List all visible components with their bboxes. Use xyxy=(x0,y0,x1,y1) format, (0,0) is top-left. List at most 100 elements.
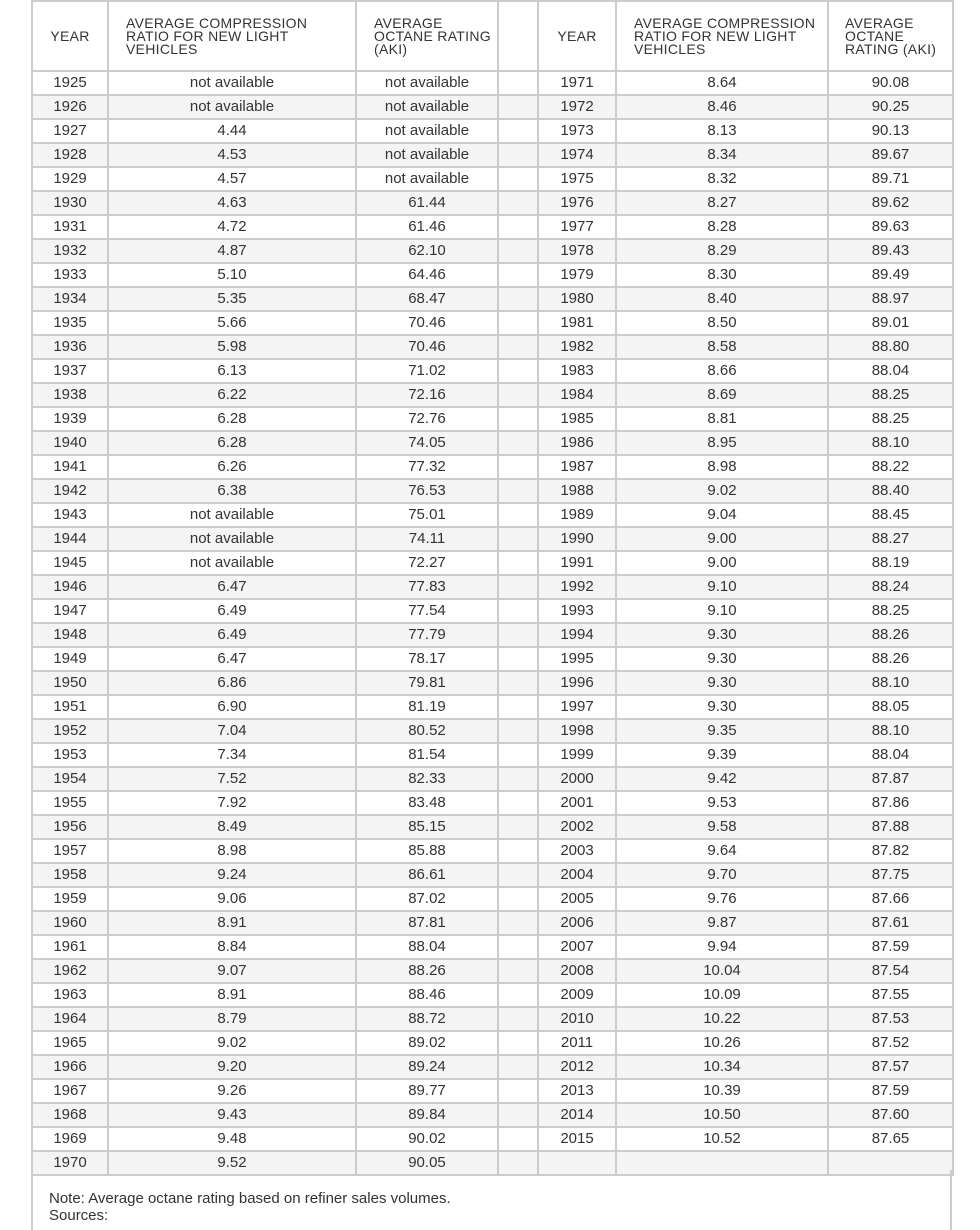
cell-octane-rating-2: 87.61 xyxy=(827,910,954,936)
cell-spacer xyxy=(497,670,539,696)
cell-spacer xyxy=(497,1054,539,1080)
table-row: 1950 6.86 79.81 1996 9.30 88.10 xyxy=(31,670,954,696)
cell-octane-rating: 81.19 xyxy=(355,694,499,720)
cell-octane-rating-2: 88.80 xyxy=(827,334,954,360)
table-row: 1956 8.49 85.15 2002 9.58 87.88 xyxy=(31,814,954,840)
cell-octane-rating: 75.01 xyxy=(355,502,499,528)
table-row: 1931 4.72 61.46 1977 8.28 89.63 xyxy=(31,214,954,240)
cell-octane-rating: 71.02 xyxy=(355,358,499,384)
cell-compression-ratio-2: 9.35 xyxy=(615,718,829,744)
cell-compression-ratio-2: 9.00 xyxy=(615,526,829,552)
cell-octane-rating-2: 88.25 xyxy=(827,598,954,624)
cell-compression-ratio: not available xyxy=(107,70,357,96)
cell-octane-rating-2: 88.27 xyxy=(827,526,954,552)
cell-octane-rating: 72.27 xyxy=(355,550,499,576)
cell-octane-rating: 83.48 xyxy=(355,790,499,816)
cell-compression-ratio-2: 8.50 xyxy=(615,310,829,336)
table-row: 1943 not available 75.01 1989 9.04 88.45 xyxy=(31,502,954,528)
header-spacer xyxy=(497,0,539,72)
cell-octane-rating-2: 90.25 xyxy=(827,94,954,120)
cell-year: 1956 xyxy=(31,814,109,840)
table-row: 1946 6.47 77.83 1992 9.10 88.24 xyxy=(31,574,954,600)
cell-octane-rating-2: 87.75 xyxy=(827,862,954,888)
note-text: Note: Average octane rating based on ref… xyxy=(49,1190,451,1207)
cell-octane-rating: 86.61 xyxy=(355,862,499,888)
cell-octane-rating: 77.32 xyxy=(355,454,499,480)
cell-octane-rating-2: 88.26 xyxy=(827,622,954,648)
cell-compression-ratio: 6.26 xyxy=(107,454,357,480)
cell-year: 1934 xyxy=(31,286,109,312)
table-row: 1951 6.90 81.19 1997 9.30 88.05 xyxy=(31,694,954,720)
cell-compression-ratio-2: 8.81 xyxy=(615,406,829,432)
cell-spacer xyxy=(497,478,539,504)
cell-octane-rating: 87.81 xyxy=(355,910,499,936)
cell-compression-ratio-2: 9.04 xyxy=(615,502,829,528)
table-row: 1926 not available not available 1972 8.46 90… xyxy=(31,94,954,120)
cell-compression-ratio-2: 9.00 xyxy=(615,550,829,576)
cell-octane-rating-2: 87.59 xyxy=(827,934,954,960)
cell-octane-rating-2: 88.04 xyxy=(827,358,954,384)
cell-year: 1968 xyxy=(31,1102,109,1128)
cell-compression-ratio: 6.90 xyxy=(107,694,357,720)
cell-octane-rating: not available xyxy=(355,94,499,120)
cell-compression-ratio: 4.57 xyxy=(107,166,357,192)
cell-octane-rating-2: 87.88 xyxy=(827,814,954,840)
cell-compression-ratio: 4.53 xyxy=(107,142,357,168)
cell-compression-ratio: 6.28 xyxy=(107,406,357,432)
table-row: 1925 not available not available 1971 8.64 90… xyxy=(31,70,954,96)
cell-compression-ratio-2: 9.42 xyxy=(615,766,829,792)
table-footer: Note: Average octane rating based on ref… xyxy=(31,1170,952,1230)
cell-year: 1937 xyxy=(31,358,109,384)
cell-compression-ratio: 7.92 xyxy=(107,790,357,816)
cell-octane-rating: 87.02 xyxy=(355,886,499,912)
cell-spacer xyxy=(497,814,539,840)
table-row: 1947 6.49 77.54 1993 9.10 88.25 xyxy=(31,598,954,624)
cell-spacer xyxy=(497,430,539,456)
table-row: 1932 4.87 62.10 1978 8.29 89.43 xyxy=(31,238,954,264)
table-row: 1927 4.44 not available 1973 8.13 90.13 xyxy=(31,118,954,144)
table-row: 1968 9.43 89.84 2014 10.50 87.60 xyxy=(31,1102,954,1128)
cell-compression-ratio: not available xyxy=(107,502,357,528)
cell-compression-ratio: 8.84 xyxy=(107,934,357,960)
cell-compression-ratio: 7.52 xyxy=(107,766,357,792)
cell-spacer xyxy=(497,1102,539,1128)
cell-year-2: 1984 xyxy=(537,382,617,408)
cell-year: 1939 xyxy=(31,406,109,432)
cell-spacer xyxy=(497,1150,539,1176)
cell-compression-ratio-2: 10.50 xyxy=(615,1102,829,1128)
cell-compression-ratio: 4.72 xyxy=(107,214,357,240)
cell-year: 1945 xyxy=(31,550,109,576)
cell-compression-ratio-2: 10.52 xyxy=(615,1126,829,1152)
cell-spacer xyxy=(497,382,539,408)
cell-year: 1954 xyxy=(31,766,109,792)
cell-spacer xyxy=(497,406,539,432)
cell-spacer xyxy=(497,622,539,648)
header-year: YEAR xyxy=(31,0,109,72)
cell-spacer xyxy=(497,934,539,960)
cell-spacer xyxy=(497,598,539,624)
cell-year: 1935 xyxy=(31,310,109,336)
table-row: 1955 7.92 83.48 2001 9.53 87.86 xyxy=(31,790,954,816)
table-body: 1925 not available not available 1971 8.64 90… xyxy=(31,70,954,1176)
cell-octane-rating-2: 88.97 xyxy=(827,286,954,312)
cell-year-2: 1999 xyxy=(537,742,617,768)
cell-compression-ratio: not available xyxy=(107,526,357,552)
cell-octane-rating-2: 87.65 xyxy=(827,1126,954,1152)
header-year-2: YEAR xyxy=(537,0,617,72)
cell-year: 1969 xyxy=(31,1126,109,1152)
cell-octane-rating: 61.46 xyxy=(355,214,499,240)
cell-year: 1947 xyxy=(31,598,109,624)
cell-year-2: 1992 xyxy=(537,574,617,600)
cell-year-2: 1977 xyxy=(537,214,617,240)
cell-octane-rating-2: 89.63 xyxy=(827,214,954,240)
cell-year: 1950 xyxy=(31,670,109,696)
cell-compression-ratio: 6.49 xyxy=(107,598,357,624)
cell-compression-ratio: 8.98 xyxy=(107,838,357,864)
cell-compression-ratio: 6.47 xyxy=(107,646,357,672)
cell-octane-rating-2: 88.45 xyxy=(827,502,954,528)
cell-year: 1962 xyxy=(31,958,109,984)
cell-year-2: 2002 xyxy=(537,814,617,840)
cell-octane-rating: not available xyxy=(355,118,499,144)
cell-year-2: 2008 xyxy=(537,958,617,984)
cell-compression-ratio: 9.48 xyxy=(107,1126,357,1152)
